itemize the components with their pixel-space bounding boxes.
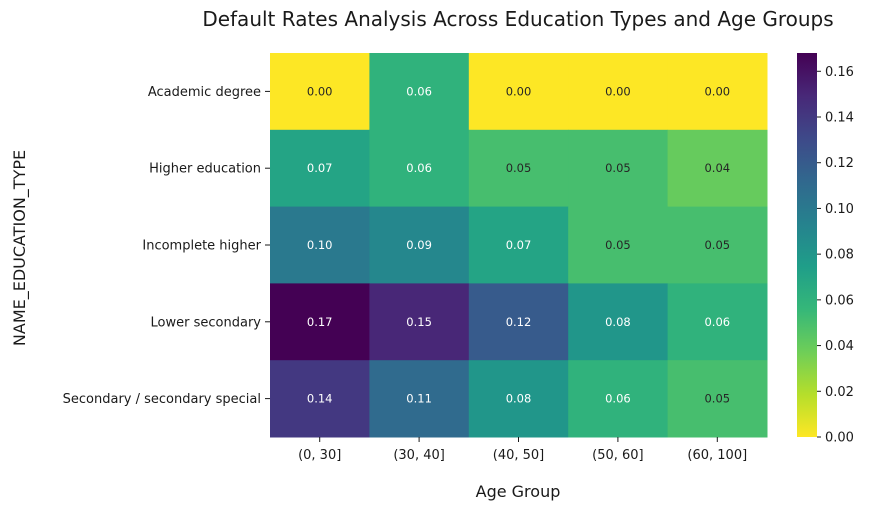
cell-value-label: 0.06 xyxy=(704,315,730,329)
heatmap-cell xyxy=(270,206,370,284)
heatmap-cell xyxy=(568,360,669,438)
cell-value-label: 0.07 xyxy=(307,161,333,175)
heatmap-cell xyxy=(369,360,470,438)
cell-value-label: 0.06 xyxy=(406,84,432,98)
cell-value-label: 0.00 xyxy=(704,84,730,98)
x-tick-labels: (0, 30] (30, 40] (40, 50] (50, 60] (60, 100] xyxy=(298,437,747,463)
heatmap-cell xyxy=(568,129,669,208)
heatmap-cell xyxy=(568,206,669,284)
heatmap-cell xyxy=(270,129,370,208)
cell-value-label: 0.12 xyxy=(506,315,532,329)
x-tick-label: (50, 60] xyxy=(592,448,644,463)
cell-value-label: 0.05 xyxy=(605,161,631,175)
cell-value-label: 0.00 xyxy=(506,84,532,98)
cell-value-label: 0.08 xyxy=(506,392,532,406)
colorbar-tick-label: 0.00 xyxy=(825,431,854,446)
colorbar-tick-label: 0.10 xyxy=(825,202,854,217)
heatmap-cell xyxy=(369,129,470,208)
heatmap-cells: 0.00 0.06 0.00 0.00 0.00 0.07 0.06 0.05 0.05 0.04… xyxy=(270,53,768,438)
cell-value-label: 0.06 xyxy=(406,161,432,175)
chart-title: Default Rates Analysis Across Education … xyxy=(202,7,833,31)
x-tick-label: (30, 40] xyxy=(393,448,445,463)
cell-value-label: 0.04 xyxy=(704,161,730,175)
heatmap-cell xyxy=(270,53,370,131)
y-axis-label: NAME_EDUCATION_TYPE xyxy=(10,150,30,346)
heatmap-cell xyxy=(468,283,569,361)
heatmap-cell xyxy=(667,53,768,131)
y-tick-labels: Academic degree Higher education Incomplet… xyxy=(63,85,270,407)
heatmap-cell xyxy=(468,53,569,131)
colorbar-tick-label: 0.02 xyxy=(825,385,854,400)
y-tick-label: Secondary / secondary special xyxy=(63,392,261,407)
heatmap-cell xyxy=(270,360,370,438)
heatmap-cell xyxy=(270,283,370,361)
heatmap-cell xyxy=(369,53,470,131)
colorbar-tick-label: 0.06 xyxy=(825,293,854,308)
cell-value-label: 0.15 xyxy=(406,315,432,329)
cell-value-label: 0.09 xyxy=(406,238,432,252)
heatmap-cell xyxy=(667,283,768,361)
colorbar-tick-label: 0.16 xyxy=(825,65,854,80)
y-tick-label: Academic degree xyxy=(148,85,261,100)
cell-value-label: 0.07 xyxy=(506,238,532,252)
x-tick-label: (60, 100] xyxy=(687,448,747,463)
heatmap-cell xyxy=(667,129,768,208)
cell-value-label: 0.06 xyxy=(605,392,631,406)
heatmap-cell xyxy=(468,206,569,284)
heatmap-cell xyxy=(369,283,470,361)
cell-value-label: 0.08 xyxy=(605,315,631,329)
cell-value-label: 0.10 xyxy=(307,238,333,252)
colorbar-tick-label: 0.14 xyxy=(825,111,854,126)
heatmap-cell xyxy=(468,360,569,438)
cell-value-label: 0.11 xyxy=(406,392,432,406)
heatmap-cell xyxy=(568,53,669,131)
x-tick-label: (0, 30] xyxy=(298,448,341,463)
x-tick-label: (40, 50] xyxy=(493,448,545,463)
cell-value-label: 0.17 xyxy=(307,315,333,329)
heatmap-cell xyxy=(468,129,569,208)
colorbar-tick-label: 0.08 xyxy=(825,248,854,263)
cell-value-label: 0.05 xyxy=(704,392,730,406)
heatmap-cell xyxy=(667,360,768,438)
cell-value-label: 0.05 xyxy=(605,238,631,252)
cell-value-label: 0.00 xyxy=(605,84,631,98)
y-tick-label: Incomplete higher xyxy=(142,239,261,254)
cell-value-label: 0.14 xyxy=(307,392,333,406)
cell-value-label: 0.00 xyxy=(307,84,333,98)
heatmap-cell xyxy=(369,206,470,284)
y-tick-label: Lower secondary xyxy=(151,315,262,330)
colorbar-tick-label: 0.12 xyxy=(825,156,854,171)
colorbar-tick-label: 0.04 xyxy=(825,339,854,354)
y-tick-label: Higher education xyxy=(149,162,261,177)
cell-value-label: 0.05 xyxy=(506,161,532,175)
heatmap-cell xyxy=(568,283,669,361)
cell-value-label: 0.05 xyxy=(704,238,730,252)
heatmap-cell xyxy=(667,206,768,284)
x-axis-label: Age Group xyxy=(476,482,561,501)
colorbar-gradient xyxy=(797,53,817,437)
colorbar: 0.00 0.02 0.04 0.06 0.08 0.10 0.12 0.14 0.16 xyxy=(797,53,854,446)
